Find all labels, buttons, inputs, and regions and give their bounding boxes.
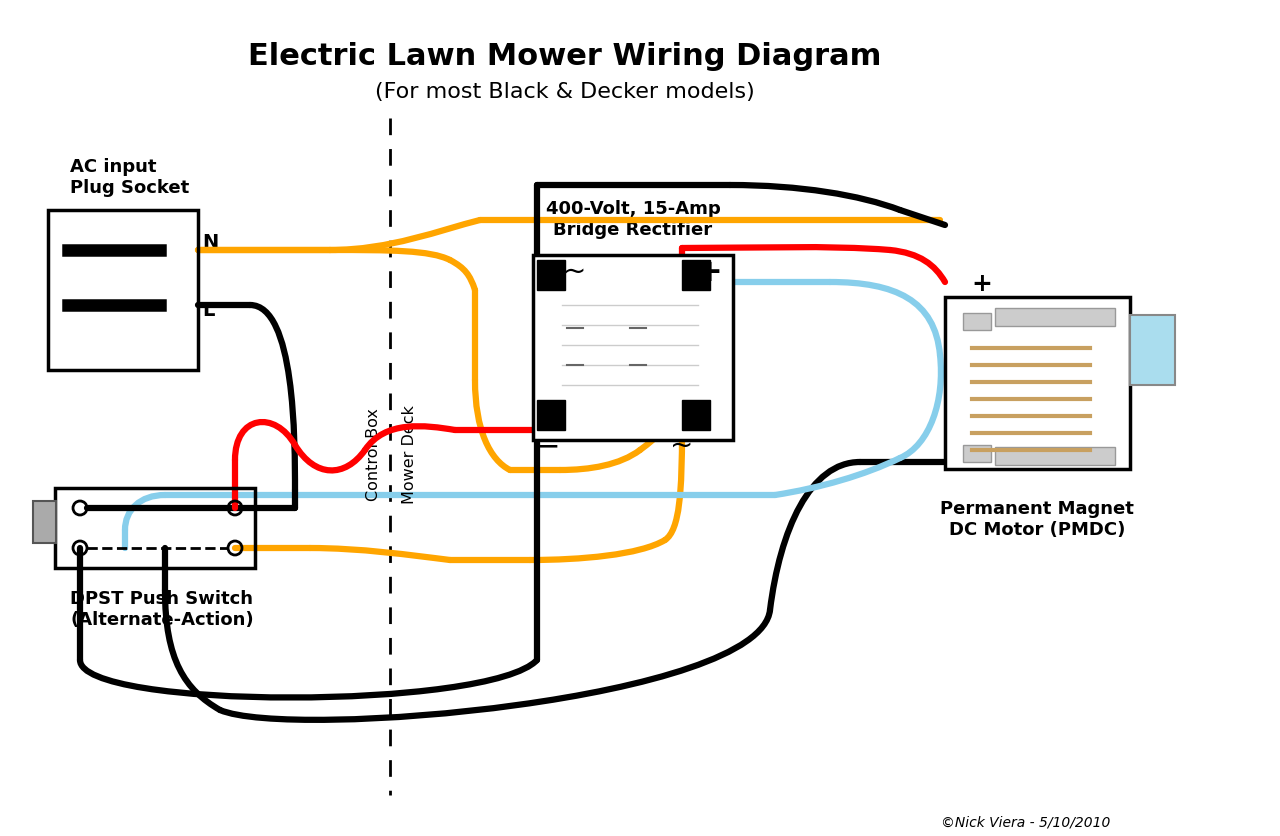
Text: −: − [535,432,561,461]
Text: DPST Push Switch
(Alternate-Action): DPST Push Switch (Alternate-Action) [70,590,253,629]
Text: Control Box: Control Box [366,409,380,502]
Bar [963,313,991,330]
Text: ~: ~ [563,258,586,286]
Text: ~: ~ [671,432,694,460]
Bar [682,400,710,430]
Text: N: N [202,232,219,252]
Bar [1130,315,1175,385]
Text: Electric Lawn Mower Wiring Diagram: Electric Lawn Mower Wiring Diagram [248,42,882,71]
Bar [33,501,56,543]
Bar [945,297,1130,469]
Bar [55,488,255,568]
Bar [963,445,991,462]
Text: L: L [202,302,214,320]
Text: +: + [972,272,992,296]
Text: ©Nick Viera - 5/10/2010: ©Nick Viera - 5/10/2010 [941,815,1110,829]
Text: Mower Deck: Mower Deck [402,405,417,504]
Bar [532,255,733,440]
Text: Permanent Magnet
DC Motor (PMDC): Permanent Magnet DC Motor (PMDC) [940,500,1134,538]
Bar [682,260,710,290]
Text: AC input
Plug Socket: AC input Plug Socket [70,158,189,196]
Text: (For most Black & Decker models): (For most Black & Decker models) [375,82,755,102]
Text: +: + [698,258,723,287]
Bar [538,260,564,290]
Bar [538,400,564,430]
Bar [995,447,1115,465]
Bar [49,210,198,370]
Text: 400-Volt, 15-Amp
Bridge Rectifier: 400-Volt, 15-Amp Bridge Rectifier [545,200,721,239]
Bar [995,308,1115,326]
